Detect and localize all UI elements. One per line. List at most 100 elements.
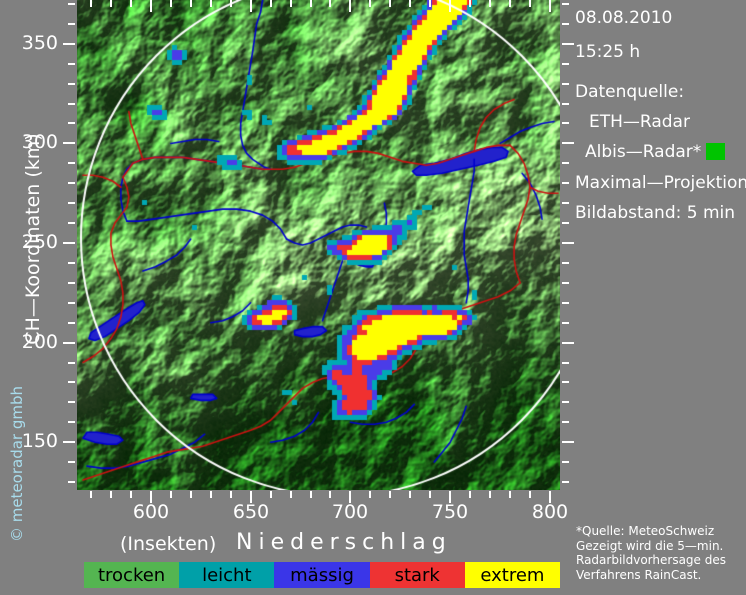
y-tick-minor-right (562, 3, 569, 5)
x-tick-minor-top (210, 0, 212, 7)
x-tick-minor-top (270, 0, 272, 7)
legend-item-label: stark (394, 564, 440, 586)
y-tick-major-right (562, 441, 574, 443)
y-tick-label: 150 (21, 430, 58, 452)
footnote-text: *Quelle: MeteoSchweiz Gezeigt wird die 5… (576, 524, 726, 582)
legend-item-trocken[interactable]: trocken (84, 562, 180, 588)
x-tick-major (449, 491, 451, 503)
y-axis-title: CH—Koordinaten (km) (22, 133, 44, 345)
date-label: 08.08.2010 (575, 8, 673, 28)
x-tick-minor (290, 491, 292, 498)
x-tick-minor-top (369, 0, 371, 7)
x-tick-label: 800 (531, 501, 569, 523)
x-tick-minor (270, 491, 272, 498)
y-tick-label: 200 (21, 331, 58, 353)
y-tick-minor (68, 83, 75, 85)
x-tick-minor (469, 491, 471, 498)
x-tick-minor (429, 491, 431, 498)
y-tick-label: 300 (21, 131, 58, 153)
x-tick-label: 650 (232, 501, 270, 523)
x-tick-minor (130, 491, 132, 498)
x-tick-minor (389, 491, 391, 498)
albis-radar-color-swatch (706, 143, 725, 160)
y-tick-minor (68, 461, 75, 463)
y-tick-minor (68, 362, 75, 364)
y-tick-major (63, 242, 75, 244)
x-tick-minor (230, 491, 232, 498)
y-tick-minor (68, 3, 75, 5)
x-tick-minor-top (110, 0, 112, 7)
x-tick-minor-top (529, 0, 531, 7)
x-tick-minor-top (409, 0, 411, 7)
y-tick-minor (68, 122, 75, 124)
x-tick-label: 700 (331, 501, 369, 523)
caption-insects: (Insekten) (120, 533, 217, 555)
y-tick-minor-right (562, 222, 569, 224)
x-tick-minor (489, 491, 491, 498)
x-tick-minor (110, 491, 112, 498)
legend-item-label: extrem (480, 564, 545, 586)
y-tick-label: 350 (21, 32, 58, 54)
legend-item-stark[interactable]: stark (369, 562, 465, 588)
y-tick-label: 250 (21, 231, 58, 253)
y-tick-minor-right (562, 481, 569, 483)
y-tick-major (63, 441, 75, 443)
x-tick-minor (90, 491, 92, 498)
y-tick-major (63, 43, 75, 45)
x-tick-minor-top (130, 0, 132, 7)
y-tick-minor (68, 63, 75, 65)
x-tick-minor (369, 491, 371, 498)
y-tick-minor-right (562, 322, 569, 324)
interval-label: Bildabstand: 5 min (575, 203, 736, 223)
y-tick-major (63, 142, 75, 144)
datasource-label: Datenquelle: (575, 82, 685, 102)
y-tick-minor-right (562, 302, 569, 304)
legend-item-label: trocken (97, 564, 166, 586)
x-tick-minor (509, 491, 511, 498)
y-tick-minor-right (562, 103, 569, 105)
x-tick-minor-top (489, 0, 491, 7)
x-tick-minor (529, 491, 531, 498)
x-tick-major (349, 491, 351, 503)
y-tick-major-right (562, 342, 574, 344)
y-tick-minor-right (562, 122, 569, 124)
x-tick-label: 750 (431, 501, 469, 523)
legend-item-extrem[interactable]: extrem (464, 562, 561, 588)
y-tick-minor (68, 481, 75, 483)
y-tick-minor-right (562, 421, 569, 423)
y-tick-minor (68, 162, 75, 164)
y-tick-minor-right (562, 202, 569, 204)
y-tick-minor-right (562, 63, 569, 65)
x-tick-minor (310, 491, 312, 498)
radar-map-canvas[interactable] (77, 0, 560, 490)
x-tick-major (150, 491, 152, 503)
x-tick-label: 600 (132, 501, 170, 523)
y-tick-minor (68, 182, 75, 184)
x-tick-major (250, 491, 252, 503)
precipitation-legend[interactable]: trocken leicht mässig stark extrem (84, 562, 561, 588)
legend-item-mssig[interactable]: mässig (274, 562, 370, 588)
legend-item-label: leicht (202, 564, 252, 586)
y-tick-minor-right (562, 461, 569, 463)
y-tick-minor (68, 322, 75, 324)
copyright-label: © meteoradar gmbh (8, 385, 26, 543)
x-tick-minor (210, 491, 212, 498)
x-tick-minor-top (190, 0, 192, 7)
radar-map[interactable] (77, 0, 560, 490)
y-tick-minor (68, 401, 75, 403)
caption-title: Niederschlag (236, 530, 452, 555)
y-tick-minor-right (562, 262, 569, 264)
x-tick-major-top (250, 0, 252, 12)
y-tick-minor (68, 421, 75, 423)
x-tick-minor-top (310, 0, 312, 7)
y-tick-minor (68, 302, 75, 304)
x-tick-major-top (549, 0, 551, 12)
x-tick-minor-top (329, 0, 331, 7)
legend-item-leicht[interactable]: leicht (179, 562, 275, 588)
y-tick-minor (68, 23, 75, 25)
source-albis-radar: Albis—Radar* (585, 142, 702, 162)
y-tick-minor (68, 103, 75, 105)
legend-item-label: mässig (290, 564, 354, 586)
y-tick-minor-right (562, 282, 569, 284)
